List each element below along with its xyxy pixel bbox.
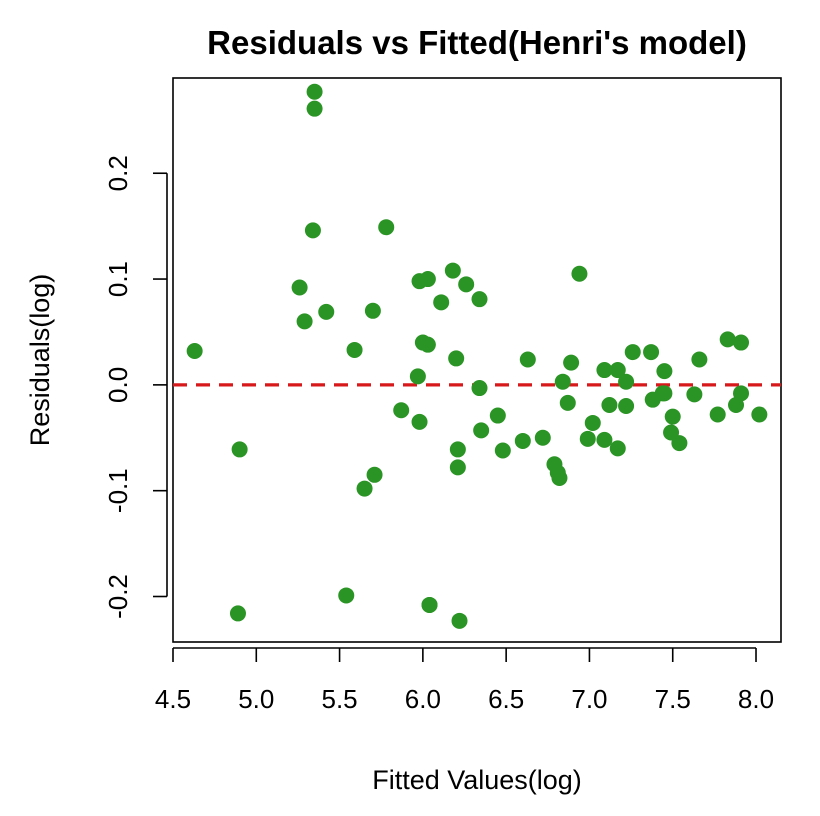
y-tick-label: 0.0	[103, 367, 133, 403]
data-point	[584, 414, 601, 431]
data-point	[231, 441, 248, 458]
data-point	[751, 406, 768, 423]
x-tick-label: 4.5	[155, 684, 191, 714]
data-point	[494, 442, 511, 459]
data-point	[551, 469, 568, 486]
data-point	[609, 362, 626, 379]
data-point	[471, 291, 488, 308]
x-axis-label: Fitted Values(log)	[372, 765, 582, 795]
data-point	[643, 344, 660, 361]
data-point	[579, 430, 596, 447]
data-point	[304, 222, 321, 239]
data-point	[596, 431, 613, 448]
data-point	[559, 394, 576, 411]
data-point	[489, 407, 506, 424]
data-point	[601, 396, 618, 413]
y-tick-label: 0.2	[103, 155, 133, 191]
data-point	[686, 386, 703, 403]
data-point	[624, 344, 641, 361]
data-point	[421, 596, 438, 613]
data-point	[609, 440, 626, 457]
data-point	[451, 612, 468, 629]
data-point	[563, 354, 580, 371]
data-point	[364, 302, 381, 319]
data-point	[449, 441, 466, 458]
data-point	[338, 587, 355, 604]
data-point	[366, 466, 383, 483]
data-point	[449, 459, 466, 476]
data-point	[458, 276, 475, 293]
data-point	[618, 373, 635, 390]
data-point	[733, 385, 750, 402]
data-point	[471, 380, 488, 397]
x-tick-label: 6.0	[405, 684, 441, 714]
x-tick-label: 8.0	[738, 684, 774, 714]
data-point	[656, 363, 673, 380]
data-point	[534, 429, 551, 446]
data-point	[419, 336, 436, 353]
data-point	[409, 368, 426, 385]
data-point	[291, 279, 308, 296]
y-axis-label: Residuals(log)	[25, 274, 55, 447]
x-axis: 4.5 5.0 5.5 6.0 6.5 7.0 7.5 8.0	[155, 647, 774, 714]
data-point	[433, 294, 450, 311]
data-point	[229, 605, 246, 622]
data-point	[671, 435, 688, 452]
data-point	[571, 265, 588, 282]
data-point	[296, 313, 313, 330]
data-point	[664, 408, 681, 425]
x-tick-label: 5.0	[238, 684, 274, 714]
y-axis: -0.2 -0.1 0.0 0.1 0.2	[103, 155, 168, 619]
data-point	[444, 262, 461, 279]
data-point	[691, 351, 708, 368]
x-tick-label: 5.5	[321, 684, 357, 714]
data-point	[318, 303, 335, 320]
data-point	[554, 373, 571, 390]
data-point	[346, 341, 363, 358]
data-point	[709, 406, 726, 423]
data-point	[519, 351, 536, 368]
x-tick-label: 7.0	[571, 684, 607, 714]
y-tick-label: 0.1	[103, 261, 133, 297]
data-point	[393, 402, 410, 419]
data-point	[448, 350, 465, 367]
data-point	[719, 331, 736, 348]
x-tick-label: 7.5	[655, 684, 691, 714]
data-point	[356, 480, 373, 497]
data-point	[306, 100, 323, 117]
x-tick-label: 6.5	[488, 684, 524, 714]
data-point	[473, 422, 490, 439]
y-tick-label: -0.1	[103, 468, 133, 513]
data-point	[306, 83, 323, 100]
data-point	[419, 271, 436, 288]
data-point	[596, 362, 613, 379]
data-points	[186, 83, 768, 629]
data-point	[618, 398, 635, 415]
chart-title: Residuals vs Fitted(Henri's model)	[207, 24, 747, 61]
plot-frame	[172, 77, 782, 643]
data-point	[656, 385, 673, 402]
data-point	[514, 432, 531, 449]
y-tick-label: -0.2	[103, 574, 133, 619]
data-point	[411, 413, 428, 430]
data-point	[186, 343, 203, 360]
data-point	[733, 334, 750, 351]
data-point	[378, 219, 395, 236]
